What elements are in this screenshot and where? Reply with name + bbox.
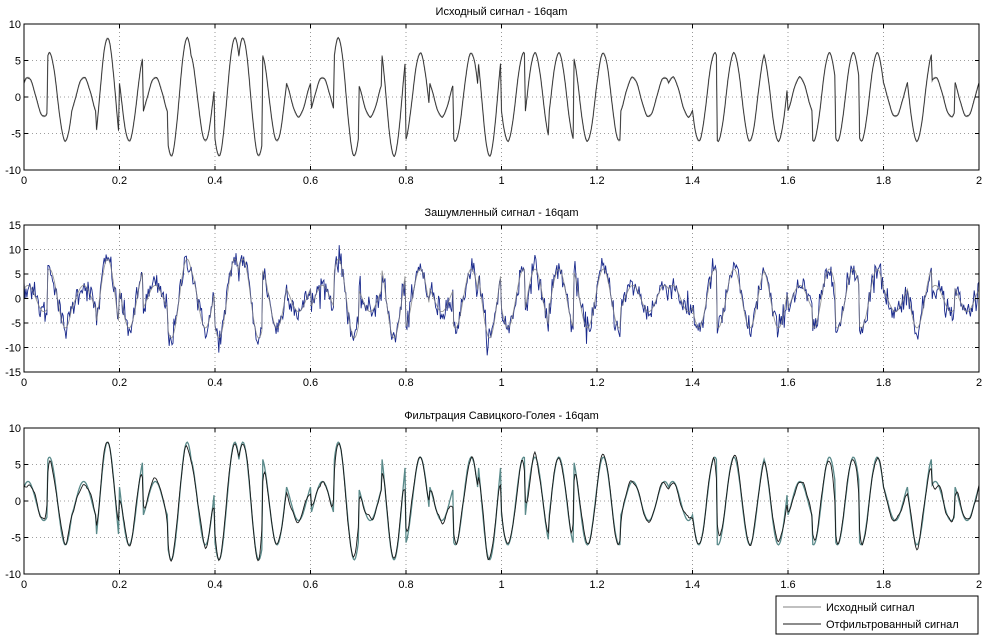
x-tick-label: 1.6 [780,175,795,187]
y-tick-label: -10 [5,569,21,581]
subplot-3: 0 0.2 0.4 0.6 0.8 1 1.2 1.4 1.6 1.8 2 -10 -5 0 5 10 Филь… [5,410,982,591]
x-tick-label: 1.6 [780,579,795,591]
x-tick-label: 0.6 [303,175,318,187]
x-tick-label: 1 [498,377,504,389]
x-tick-label: 1.8 [876,579,891,591]
y-tick-label: 10 [9,19,21,31]
x-tick-label: 1.4 [685,579,700,591]
x-tick-label: 0.2 [112,175,127,187]
y-tick-label: 10 [9,423,21,435]
x-tick-label: 0.4 [207,377,222,389]
y-tick-label: 5 [15,460,21,472]
x-tick-label: 1.6 [780,377,795,389]
y-tick-label: 0 [15,294,21,306]
series-line-original-dark [23,36,980,158]
x-tick-label: 0.8 [398,377,413,389]
series-line-filtered [23,441,980,562]
legend-label-original: Исходный сигнал [826,602,915,614]
subplot-title: Зашумленный сигнал - 16qam [425,207,579,219]
y-tick-label: 5 [15,56,21,68]
x-tick-label: 0.4 [207,175,222,187]
subplots: 0 0.2 0.4 0.6 0.8 1 1.2 1.4 1.6 1.8 2-10-50510Исхо… [5,6,982,591]
x-tick-label: 2 [976,175,982,187]
x-tick-label: 1.8 [876,175,891,187]
y-tick-label: 15 [9,220,21,232]
x-tick-label: 0 [21,377,27,389]
x-tick-label: 0.2 [112,377,127,389]
y-tick-label: -5 [11,318,21,330]
x-tick-label: 1.2 [589,579,604,591]
x-tick-label: 1.4 [685,175,700,187]
x-tick-label: 0.6 [303,377,318,389]
y-tick-label: 5 [15,269,21,281]
x-tick-label: 0.8 [398,579,413,591]
x-tick-label: 2 [976,579,982,591]
y-tick-label: -10 [5,165,21,177]
x-tick-label: 1 [498,579,504,591]
y-tick-label: 0 [15,496,21,508]
y-tick-label: -5 [11,533,21,545]
x-tick-label: 0.2 [112,579,127,591]
subplot-1: 0 0.2 0.4 0.6 0.8 1 1.2 1.4 1.6 1.8 2 -10 -5 0 5 10 Исхо… [5,6,982,187]
x-tick-label: 2 [976,377,982,389]
legend: Исходный сигнал Отфильтрованный сигнал [775,595,979,635]
x-tick-label: 0.4 [207,579,222,591]
x-tick-label: 0.8 [398,175,413,187]
subplot-title: Фильтрация Савицкого-Голея - 16qam [404,410,599,422]
x-tick-label: 0 [21,175,27,187]
x-tick-label: 1.8 [876,377,891,389]
series-line-original [23,258,980,339]
legend-box [775,595,979,635]
legend-label-filtered: Отфильтрованный сигнал [826,619,959,631]
x-tick-label: 1.2 [589,175,604,187]
y-tick-label: -5 [11,129,21,141]
y-tick-label: 0 [15,92,21,104]
y-tick-label: -15 [5,367,21,379]
x-tick-label: 1.4 [685,377,700,389]
x-tick-label: 1.2 [589,377,604,389]
x-tick-label: 0.6 [303,579,318,591]
x-tick-label: 0 [21,579,27,591]
subplot-2: 0 0.2 0.4 0.6 0.8 1 1.2 1.4 1.6 1.8 2 -15 -10 -5 0 5 10 1… [5,207,982,389]
x-tick-label: 1 [498,175,504,187]
y-tick-label: 10 [9,245,21,257]
subplot-title: Исходный сигнал - 16qam [436,6,568,18]
y-tick-label: -10 [5,343,21,355]
